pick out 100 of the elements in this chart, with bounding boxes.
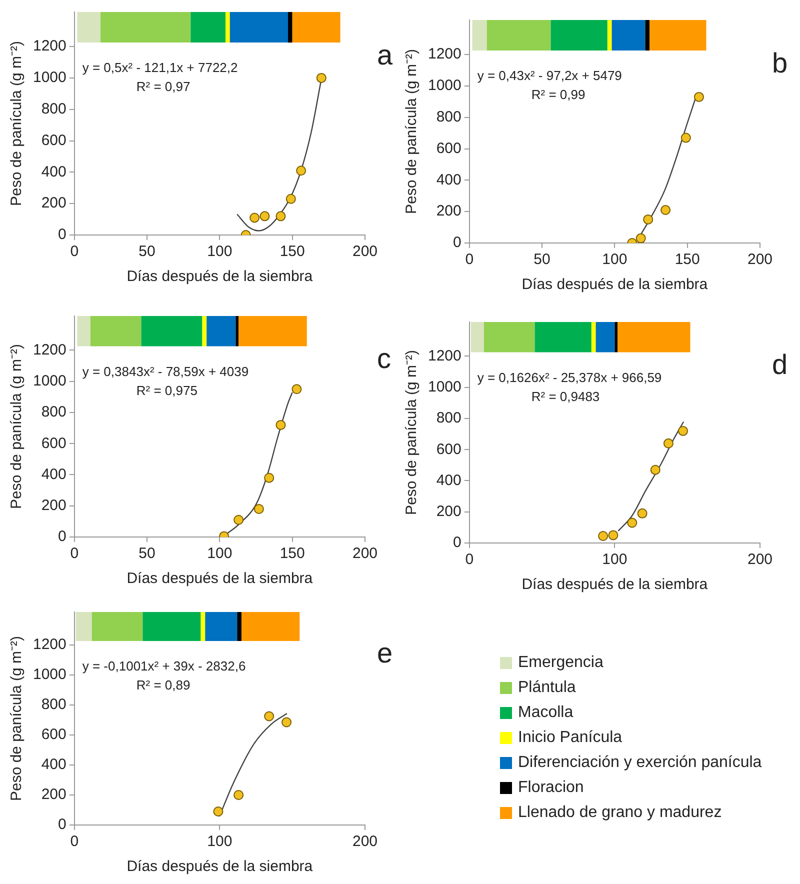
x-tick-label: 100 [207, 545, 232, 562]
x-axis-title: Días después de la siembra [522, 576, 708, 594]
y-tick-label: 0 [58, 816, 66, 834]
point [292, 384, 302, 394]
point [627, 518, 638, 528]
y-tick-label: 200 [436, 503, 462, 520]
point [254, 504, 264, 514]
x-tick-label: 100 [602, 551, 628, 568]
y-tick-label: 200 [41, 194, 66, 212]
y-tick-label: 400 [436, 472, 462, 489]
point [250, 212, 260, 223]
y-tick-label: 800 [436, 410, 462, 427]
y-tick-label: 400 [41, 466, 66, 483]
point [264, 472, 274, 483]
annotation: y = 0,3843x² - 78,59x + 4039 [82, 364, 249, 379]
y-tick-label: 1200 [428, 347, 462, 364]
x-axis-title: Días después de la siembra [126, 268, 314, 286]
y-tick-label: 400 [41, 756, 66, 774]
y-tick-label: 1200 [32, 341, 66, 358]
y-tick-label: 1200 [32, 636, 66, 654]
y-tick-label: 400 [41, 163, 66, 180]
y-tick-label: 600 [436, 440, 462, 458]
x-axis-title: Días después de la siembra [126, 858, 314, 876]
y-tick-label: 800 [41, 404, 66, 421]
x-tick-label: 150 [674, 251, 700, 268]
y-tick-label: 200 [41, 786, 66, 804]
y-tick-label: 800 [41, 100, 66, 118]
category-label: Diferenciación y exerción panícula [518, 754, 762, 772]
x-tick-label: 100 [207, 833, 232, 850]
y-tick-label: 800 [436, 108, 462, 126]
y-axis-title: Peso de panícula (g m⁻²) [403, 350, 420, 516]
category-label: Llenado de grano y madurez [518, 804, 722, 822]
x-tick-label: 0 [465, 551, 474, 568]
x-tick-label: 50 [138, 243, 156, 260]
x-tick-label: 0 [70, 243, 79, 260]
x-tick-label: 50 [138, 545, 156, 562]
text: e [377, 638, 393, 669]
y-tick-label: 1200 [32, 38, 66, 55]
y-tick-label: 200 [41, 497, 66, 514]
point [643, 214, 654, 224]
y-tick-label: 1000 [32, 69, 66, 86]
y-tick-label: 200 [436, 202, 462, 220]
point [660, 205, 671, 216]
point [680, 132, 691, 143]
y-tick-label: 400 [436, 171, 462, 188]
x-tick-label: 150 [280, 243, 305, 260]
x-tick-label: 50 [534, 251, 550, 268]
y-tick-label: 1000 [32, 372, 66, 390]
annotation: R² = 0,9483 [531, 388, 600, 404]
annotation: R² = 0,99 [531, 87, 586, 102]
point [650, 464, 660, 475]
x-tick-label: 0 [70, 545, 79, 562]
x-tick-label: 200 [352, 243, 378, 260]
annotation: y = 0,5x² - 121,1x + 7722,2 [82, 60, 238, 76]
category-label: Macolla [518, 704, 574, 722]
y-axis-title: Peso de panícula (g m⁻²) [8, 636, 26, 802]
point [316, 72, 326, 83]
point [694, 92, 704, 102]
point [598, 530, 608, 541]
text: d [772, 348, 788, 380]
category-label: Emergencia [518, 654, 604, 672]
x-tick-label: 200 [352, 833, 378, 850]
y-tick-label: 0 [58, 226, 66, 244]
y-tick-label: 1000 [428, 378, 462, 396]
category-label: Plántula [518, 678, 576, 696]
y-tick-label: 1000 [428, 77, 462, 94]
point [282, 717, 292, 728]
x-tick-label: 200 [747, 251, 773, 268]
point [234, 514, 244, 525]
annotation: y = 0,43x² - 97,2x + 5479 [477, 68, 622, 84]
point [260, 211, 270, 222]
category-label: Inicio Panícula [518, 728, 622, 746]
y-axis-title: Peso de panícula (g m⁻²) [403, 48, 420, 214]
annotation: R² = 0,975 [136, 382, 198, 398]
point [678, 426, 688, 436]
x-tick-label: 150 [280, 545, 305, 562]
y-tick-label: 600 [41, 726, 66, 744]
point [234, 790, 244, 800]
y-tick-label: 1200 [428, 46, 462, 63]
y-axis-title: Peso de panícula (g m⁻²) [8, 40, 26, 206]
text: a [377, 39, 393, 70]
annotation: R² = 0,97 [136, 79, 190, 94]
y-tick-label: 0 [58, 528, 66, 546]
text: b [772, 47, 788, 78]
annotation: y = 0,1626x² - 25,378x + 966,59 [477, 370, 662, 385]
x-tick-label: 0 [70, 833, 79, 850]
point [286, 194, 296, 204]
x-axis-title: Días después de la siembra [126, 570, 314, 588]
point [276, 211, 286, 222]
y-tick-label: 600 [41, 132, 66, 149]
x-tick-label: 100 [207, 243, 232, 260]
annotation: y = -0,1001x² + 39x - 2832,6 [82, 658, 246, 674]
y-tick-label: 600 [41, 434, 66, 452]
point [296, 166, 306, 176]
point [213, 806, 224, 816]
x-tick-label: 200 [352, 545, 378, 562]
y-axis-title: Peso de panícula (g m⁻²) [8, 344, 26, 510]
point [637, 508, 648, 518]
y-tick-label: 600 [436, 140, 462, 157]
y-tick-label: 0 [453, 534, 462, 552]
